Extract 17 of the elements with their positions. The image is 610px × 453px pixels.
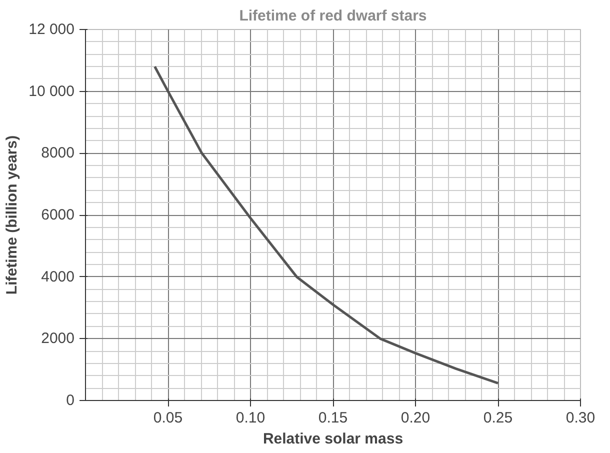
x-tick-label: 0.10	[236, 410, 266, 426]
x-tick-label: 0.20	[400, 410, 430, 426]
y-tick-label: 0	[66, 392, 74, 409]
y-tick-label: 12 000	[28, 21, 75, 38]
x-tick-label: 0.25	[483, 410, 513, 426]
line-series	[154, 65, 500, 384]
y-tick-label: 2000	[41, 330, 75, 348]
chart-title: Lifetime of red dwarf stars	[239, 8, 427, 24]
y-tick-label: 10 000	[28, 82, 75, 100]
x-tick-label: 0.30	[566, 410, 596, 426]
y-tick-label: 6000	[41, 206, 75, 224]
y-tick-label: 4000	[41, 268, 75, 286]
x-tick-label: 0.05	[153, 410, 183, 426]
x-axis-title: Relative solar mass	[262, 430, 404, 448]
x-tick-label: 0.15	[318, 410, 348, 426]
y-tick-label: 8000	[41, 144, 75, 162]
y-axis-title: Lifetime (billion years)	[4, 135, 21, 295]
